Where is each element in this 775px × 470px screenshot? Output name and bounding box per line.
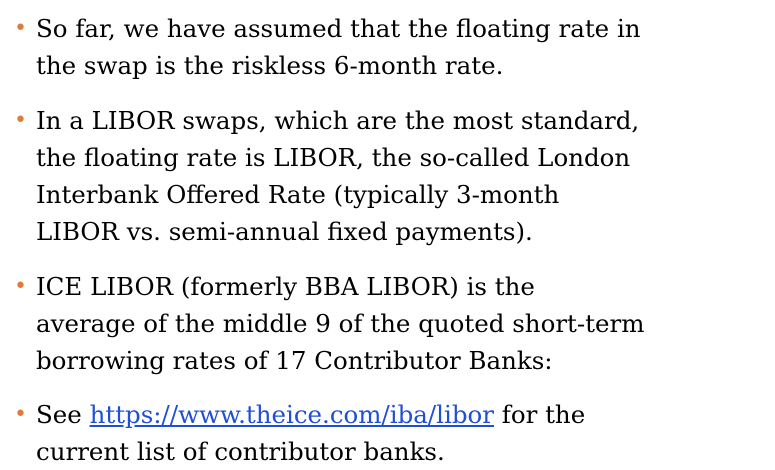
bullet: • See https://www.theice.com/iba/libor f… xyxy=(14,396,769,470)
text-line: ICE LIBOR (formerly BBA LIBOR) is the xyxy=(36,272,535,301)
link[interactable]: https://www.theice.com/iba/libor xyxy=(89,400,494,429)
bullet-dot: • xyxy=(14,16,27,41)
text-line: average of the middle 9 of the quoted sh… xyxy=(36,309,645,338)
text-line: LIBOR vs. semi-annual fixed payments). xyxy=(36,217,533,246)
bullet: • So far, we have assumed that the float… xyxy=(14,10,769,84)
text-line: borrowing rates of 17 Contributor Banks: xyxy=(36,346,553,375)
text-line: See https://www.theice.com/iba/libor for… xyxy=(36,396,769,433)
text-line: So far, we have assumed that the floatin… xyxy=(36,14,641,43)
text-line: the floating rate is LIBOR, the so-calle… xyxy=(36,143,631,172)
bullet-dot: • xyxy=(14,274,27,299)
bullet: • In a LIBOR swaps, which are the most s… xyxy=(14,102,769,250)
text-line: current list of contributor banks. xyxy=(36,437,445,466)
bullet: • ICE LIBOR (formerly BBA LIBOR) is the … xyxy=(14,268,769,379)
bullet-dot: • xyxy=(14,108,27,133)
bullet-dot: • xyxy=(14,402,27,427)
text: See xyxy=(36,400,90,429)
text-line: In a LIBOR swaps, which are the most sta… xyxy=(36,106,640,135)
text-line: the swap is the riskless 6-month rate. xyxy=(36,51,504,80)
text: for the xyxy=(493,400,586,429)
text-line: Interbank Offered Rate (typically 3-mont… xyxy=(36,180,560,209)
